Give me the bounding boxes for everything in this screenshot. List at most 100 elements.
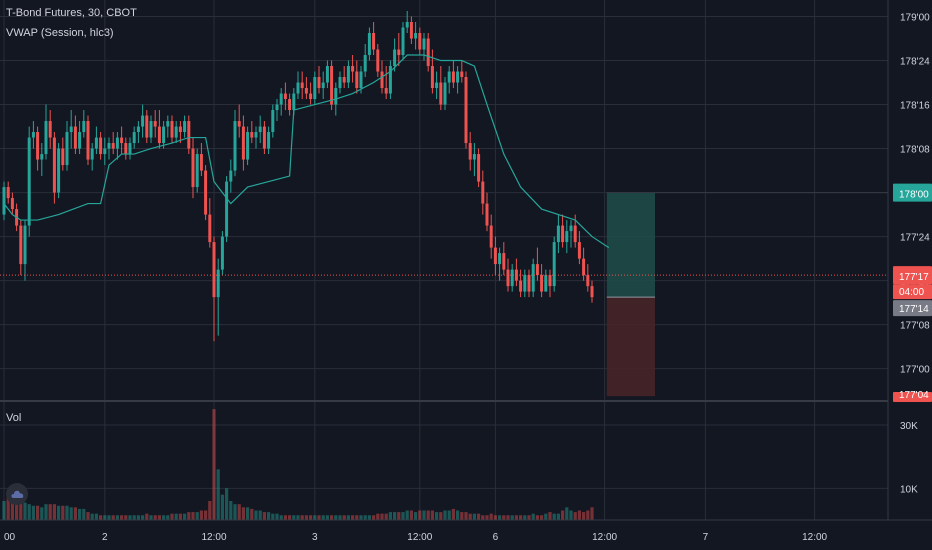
volume-bar — [485, 515, 489, 520]
candle-body — [443, 82, 447, 105]
candle-body — [380, 71, 384, 89]
candle-body — [149, 121, 153, 138]
volume-bar — [548, 512, 552, 520]
volume-bar — [275, 513, 279, 520]
volume-legend[interactable]: Vol — [6, 412, 22, 424]
price-tick-label: 178'16 — [900, 101, 930, 112]
candle-body — [376, 49, 380, 72]
volume-bar — [325, 515, 329, 520]
volume-bar — [493, 515, 497, 520]
volume-bar — [300, 515, 304, 520]
volume-bar — [380, 513, 384, 520]
candle-body — [132, 132, 136, 144]
bar-countdown-badge: 04:00 — [899, 287, 924, 298]
volume-bar — [514, 515, 518, 520]
candle-body — [304, 88, 308, 94]
volume-bar — [267, 512, 271, 520]
volume-bar — [363, 515, 367, 520]
volume-bar — [44, 504, 48, 520]
tradingview-cloud-icon[interactable] — [6, 483, 28, 505]
volume-bar — [527, 515, 531, 520]
candle-body — [531, 264, 535, 292]
candle-body — [355, 71, 359, 89]
candle-body — [90, 148, 94, 160]
candle-body — [309, 93, 313, 100]
volume-bar — [351, 515, 355, 520]
candle-body — [6, 187, 10, 199]
volume-bar — [338, 515, 342, 520]
volume-tick-label: 10K — [900, 484, 918, 495]
candle-body — [111, 143, 115, 149]
candle-body — [548, 275, 552, 287]
volume-tick-label: 30K — [900, 421, 918, 432]
volume-bar — [229, 501, 233, 520]
volume-bar — [241, 507, 245, 520]
volume-bar — [304, 515, 308, 520]
candle-body — [99, 137, 103, 155]
volume-bar — [162, 515, 166, 520]
candle-body — [464, 77, 468, 144]
volume-bar — [565, 507, 569, 520]
candle-body — [372, 33, 376, 50]
candle-body — [65, 132, 69, 166]
vwap-legend[interactable]: VWAP (Session, hlc3) — [6, 27, 114, 39]
candle-body — [283, 93, 287, 100]
volume-bar — [447, 510, 451, 520]
volume-bar — [204, 510, 208, 520]
candle-body — [208, 214, 212, 243]
candle-body — [418, 33, 422, 50]
volume-bar — [124, 515, 128, 520]
volume-bar — [2, 501, 6, 520]
candle-body — [519, 280, 523, 292]
volume-bar — [212, 409, 216, 520]
volume-bar — [544, 513, 548, 520]
volume-bar — [166, 515, 170, 520]
candle-body — [359, 71, 363, 89]
candle-body — [27, 137, 31, 226]
candle-body — [115, 137, 119, 149]
candle-body — [502, 253, 506, 270]
candle-body — [250, 132, 254, 138]
volume-bar — [384, 513, 388, 520]
risk-reward-position[interactable] — [606, 192, 888, 397]
candle-body — [216, 269, 220, 298]
candle-body — [401, 27, 405, 56]
volume-bar — [334, 515, 338, 520]
candle-body — [174, 126, 178, 138]
candle-body — [19, 225, 23, 265]
candle-body — [523, 275, 527, 292]
candle-body — [338, 77, 342, 89]
volume-bar — [153, 515, 157, 520]
candlestick-series — [2, 11, 594, 342]
volume-bar — [19, 501, 23, 520]
time-tick-label: 6 — [493, 532, 499, 543]
candle-body — [388, 66, 392, 94]
volume-bar — [36, 505, 40, 520]
volume-bar — [258, 510, 262, 520]
candle-body — [31, 132, 35, 138]
candle-body — [393, 49, 397, 67]
volume-bar — [376, 513, 380, 520]
candle-body — [254, 132, 258, 138]
candle-body — [204, 170, 208, 215]
candle-body — [317, 77, 321, 89]
target-price-badge-bg — [893, 183, 932, 202]
symbol-legend[interactable]: T-Bond Futures, 30, CBOT — [6, 7, 137, 19]
candle-body — [183, 121, 187, 133]
candle-body — [506, 269, 510, 287]
volume-bar — [23, 502, 27, 520]
candle-body — [321, 82, 325, 89]
candle-body — [262, 126, 266, 149]
volume-bar — [187, 512, 191, 520]
volume-bar — [586, 510, 590, 520]
price-tick-label: 179'00 — [900, 13, 930, 24]
candle-body — [292, 93, 296, 111]
time-tick-label: 00 — [4, 532, 16, 543]
candle-body — [367, 33, 371, 56]
candle-body — [225, 181, 229, 237]
vwap-price-badge-bg — [893, 300, 932, 317]
candle-body — [195, 154, 199, 188]
candle-body — [52, 137, 56, 193]
